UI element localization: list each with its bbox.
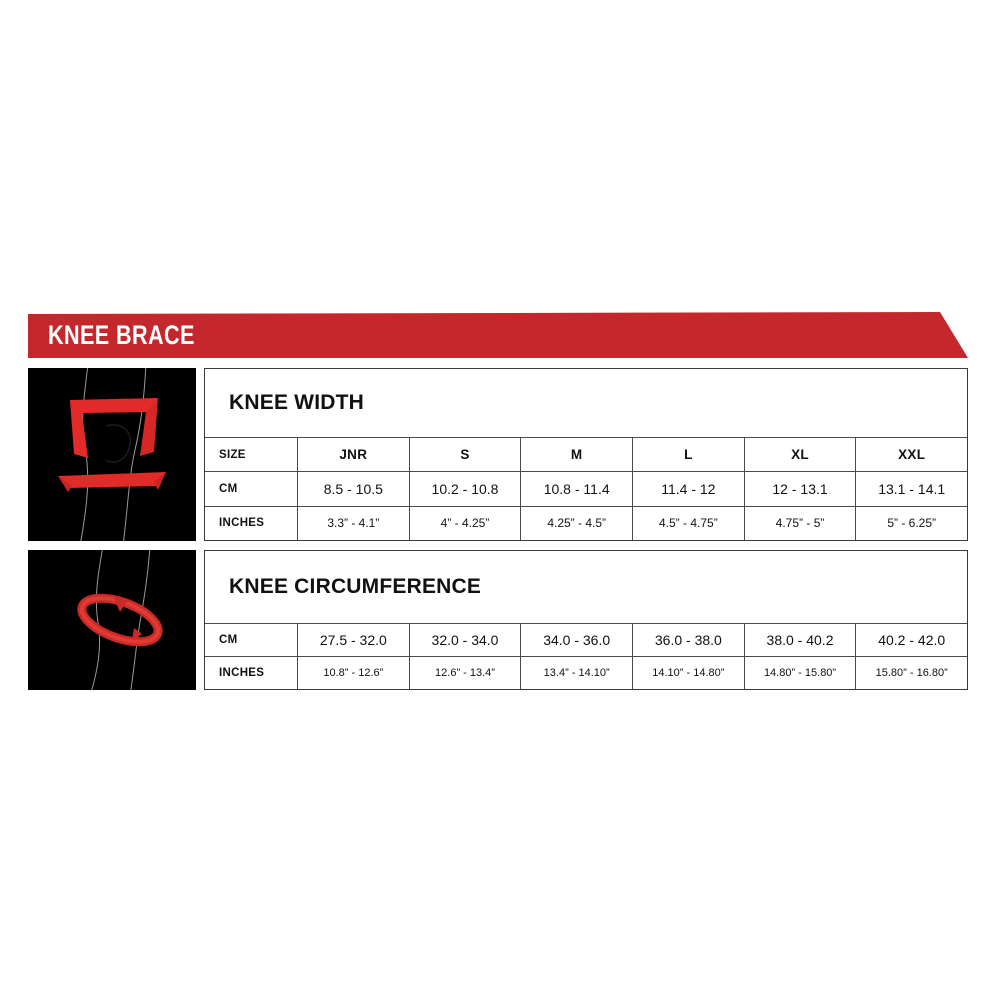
row-label-inches: INCHES xyxy=(219,517,265,530)
table-row: INCHES 3.3” - 4.1” 4” - 4.25” 4.25” - 4.… xyxy=(205,505,967,540)
table-row: CM 27.5 - 32.0 32.0 - 34.0 34.0 - 36.0 3… xyxy=(205,624,967,656)
cell-cm-jnr: 27.5 - 32.0 xyxy=(297,624,409,656)
cell-cm-l: 11.4 - 12 xyxy=(632,472,744,506)
row-label-cm: CM xyxy=(219,634,238,646)
section-knee-width: KNEE WIDTH SIZE JNR S M L XL XXL CM 8.5 … xyxy=(28,368,968,541)
page-banner: KNEE BRACE xyxy=(28,312,968,358)
table-row: INCHES 10.8” - 12.6” 12.6” - 13.4” 13.4”… xyxy=(205,656,967,689)
cell-cm-jnr: 8.5 - 10.5 xyxy=(297,472,409,506)
knee-circumference-table: KNEE CIRCUMFERENCE CM 27.5 - 32.0 32.0 -… xyxy=(204,550,968,690)
knee-circumference-diagram-icon xyxy=(28,550,196,690)
cell-cm-m: 10.8 - 11.4 xyxy=(520,472,632,506)
knee-width-heading: KNEE WIDTH xyxy=(205,369,967,438)
cell-inches-m: 4.25” - 4.5” xyxy=(520,506,632,540)
row-label-size: SIZE xyxy=(219,448,246,461)
knee-circumference-rows: CM 27.5 - 32.0 32.0 - 34.0 34.0 - 36.0 3… xyxy=(205,624,967,689)
banner-shape xyxy=(28,312,968,358)
col-header-s: S xyxy=(408,438,521,472)
cell-inches-l: 14.10” - 14.80” xyxy=(632,657,744,689)
cell-cm-xl: 38.0 - 40.2 xyxy=(743,624,856,656)
cell-inches-xl: 4.75” - 5” xyxy=(743,506,856,540)
cell-cm-m: 34.0 - 36.0 xyxy=(520,624,632,656)
table-row: CM 8.5 - 10.5 10.2 - 10.8 10.8 - 11.4 11… xyxy=(205,471,967,506)
col-header-m: M xyxy=(520,438,632,472)
cell-inches-xl: 14.80” - 15.80” xyxy=(743,657,856,689)
cell-inches-jnr: 10.8” - 12.6” xyxy=(297,657,409,689)
cell-cm-s: 10.2 - 10.8 xyxy=(408,472,521,506)
page-title: KNEE BRACE xyxy=(48,320,195,350)
cell-inches-s: 4” - 4.25” xyxy=(408,506,521,540)
cell-inches-xxl: 15.80” - 16.80” xyxy=(855,657,967,689)
knee-width-table: KNEE WIDTH SIZE JNR S M L XL XXL CM 8.5 … xyxy=(204,368,968,541)
cell-cm-xxl: 40.2 - 42.0 xyxy=(855,624,967,656)
cell-inches-m: 13.4” - 14.10” xyxy=(520,657,632,689)
col-header-jnr: JNR xyxy=(297,438,409,472)
col-header-xl: XL xyxy=(743,438,856,472)
cell-inches-xxl: 5” - 6.25” xyxy=(855,506,967,540)
row-label-cm: CM xyxy=(219,482,238,495)
knee-circumference-figure xyxy=(28,550,196,690)
cell-inches-l: 4.5” - 4.75” xyxy=(632,506,744,540)
cell-cm-l: 36.0 - 38.0 xyxy=(632,624,744,656)
cell-inches-s: 12.6” - 13.4” xyxy=(408,657,521,689)
knee-width-diagram-icon xyxy=(28,368,196,541)
cell-cm-xl: 12 - 13.1 xyxy=(743,472,856,506)
knee-width-figure xyxy=(28,368,196,541)
col-header-xxl: XXL xyxy=(855,438,967,472)
knee-width-rows: SIZE JNR S M L XL XXL CM 8.5 - 10.5 10.2… xyxy=(205,438,967,540)
section-knee-circumference: KNEE CIRCUMFERENCE CM 27.5 - 32.0 32.0 -… xyxy=(28,550,968,690)
knee-circumference-heading: KNEE CIRCUMFERENCE xyxy=(205,551,967,624)
table-row: SIZE JNR S M L XL XXL xyxy=(205,438,967,472)
cell-inches-jnr: 3.3” - 4.1” xyxy=(297,506,409,540)
cell-cm-s: 32.0 - 34.0 xyxy=(408,624,521,656)
row-label-inches: INCHES xyxy=(219,667,265,679)
col-header-l: L xyxy=(632,438,744,472)
cell-cm-xxl: 13.1 - 14.1 xyxy=(855,472,967,506)
